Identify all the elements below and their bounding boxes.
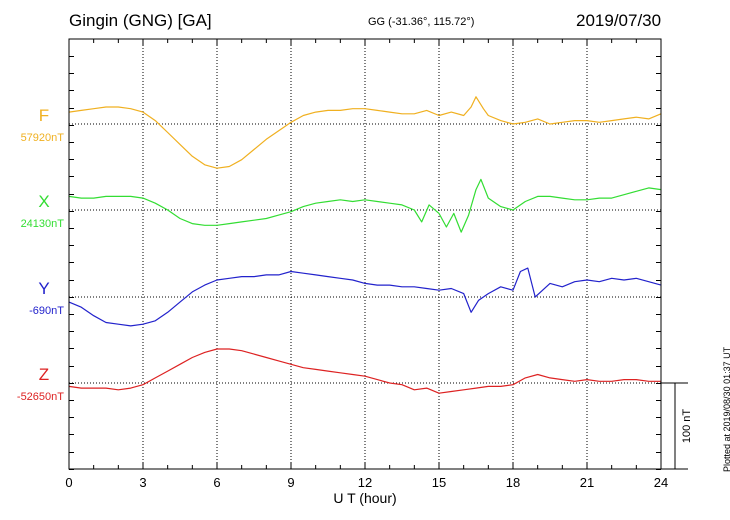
x-tick-label-12: 12 (358, 475, 372, 490)
x-tick-label-24: 24 (654, 475, 668, 490)
grid-lines (142, 39, 588, 469)
x-tick-label-21: 21 (580, 475, 594, 490)
series-line-z (68, 348, 661, 394)
series-labels: F 57920nT X 24130nT Y -690nT Z -52650nT (17, 106, 64, 403)
scale-bar: 100 nT (661, 382, 693, 470)
scale-bar-label: 100 nT (681, 409, 693, 444)
series-name-z: Z (39, 365, 49, 384)
x-tick-label-6: 6 (213, 475, 220, 490)
series-name-f: F (39, 106, 49, 125)
series-baseline-label-z: -52650nT (17, 391, 64, 403)
plot-frame (68, 38, 662, 470)
series-name-x: X (38, 192, 49, 211)
series-baseline-label-y: -690nT (29, 305, 64, 317)
station-coordinates: GG (-31.36°, 115.72°) (368, 16, 475, 28)
series-baseline-label-f: 57920nT (21, 132, 65, 144)
page-title: Gingin (GNG) [GA] (69, 11, 212, 30)
x-tick-label-18: 18 (506, 475, 520, 490)
axis-ticks (68, 39, 662, 470)
x-tick-labels: 0 3 6 9 12 15 18 21 24 (65, 475, 668, 490)
x-axis-label: U T (hour) (333, 490, 396, 506)
series-line-f (68, 96, 662, 169)
series-line-x (68, 178, 662, 233)
x-tick-label-9: 9 (287, 475, 294, 490)
plot-date: 2019/07/30 (576, 11, 662, 30)
series-name-y: Y (38, 279, 49, 298)
series-baseline-label-x: 24130nT (21, 218, 65, 230)
x-tick-label-0: 0 (65, 475, 72, 490)
series-line-y (68, 267, 662, 327)
series-lines (68, 96, 662, 394)
x-tick-label-15: 15 (432, 475, 446, 490)
x-tick-label-3: 3 (139, 475, 146, 490)
